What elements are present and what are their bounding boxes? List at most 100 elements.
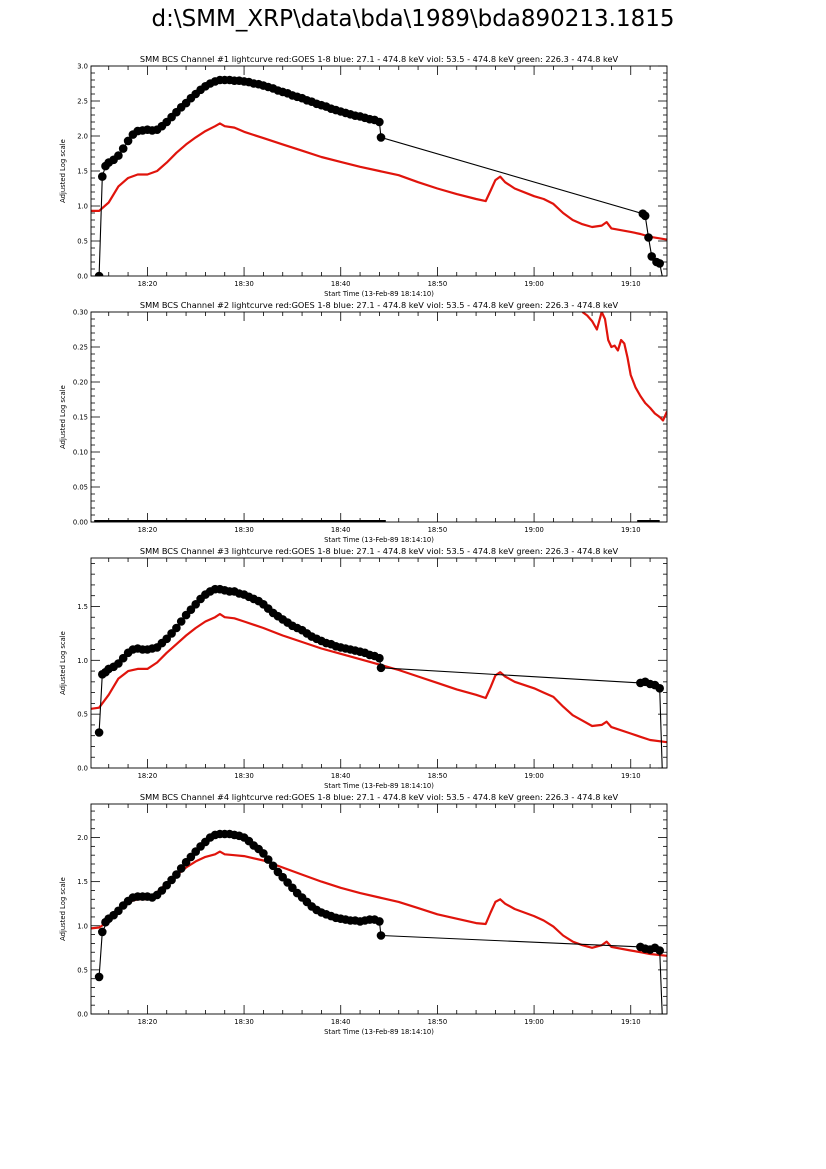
data-point <box>375 117 384 127</box>
x-tick-label: 18:30 <box>234 526 254 534</box>
y-axis-label: Adjusted Log scale <box>59 385 67 449</box>
data-point <box>176 864 186 873</box>
data-point <box>123 136 133 146</box>
x-tick-label: 18:40 <box>331 280 351 288</box>
plot-frame <box>90 803 668 1015</box>
data-point <box>268 861 278 871</box>
series-group <box>91 584 667 768</box>
data-point <box>655 684 664 693</box>
data-point <box>655 946 664 955</box>
y-tick-label: 0.0 <box>77 765 88 773</box>
chart-title: SMM BCS Channel #1 lightcurve red:GOES 1… <box>140 54 619 64</box>
y-tick-label: 0.25 <box>73 344 88 352</box>
data-point <box>118 144 128 153</box>
x-tick-label: 18:40 <box>331 526 351 534</box>
x-tick-label: 18:20 <box>138 280 158 288</box>
y-tick-label: 2.0 <box>77 133 88 141</box>
y-ticks <box>91 311 667 523</box>
data-point <box>98 927 107 937</box>
data-point <box>640 211 650 221</box>
x-tick-label: 19:00 <box>524 526 544 534</box>
x-tick-label: 19:10 <box>621 526 641 534</box>
page-title: d:\SMM_XRP\data\bda\1989\bda890213.1815 <box>151 6 675 32</box>
x-tick-label: 18:20 <box>138 526 158 534</box>
chart-panel-2: SMM BCS Channel #2 lightcurve red:GOES 1… <box>59 300 668 544</box>
x-ticks <box>108 558 651 768</box>
x-tick-label: 18:30 <box>234 772 254 780</box>
data-point <box>376 663 386 673</box>
x-tick-label: 19:10 <box>621 1018 641 1026</box>
x-axis-label: Start Time (13-Feb-89 18:14:10) <box>324 782 434 790</box>
goes-series-line <box>581 312 667 422</box>
y-tick-label: 1.0 <box>77 203 88 211</box>
data-point <box>172 870 181 879</box>
data-point <box>263 855 273 864</box>
x-ticks <box>108 312 651 522</box>
y-tick-label: 0.5 <box>77 711 88 719</box>
goes-series-line <box>91 612 667 744</box>
y-tick-label: 2.5 <box>77 98 88 106</box>
data-point <box>259 849 268 858</box>
x-axis-label: Start Time (13-Feb-89 18:14:10) <box>324 536 434 544</box>
data-point <box>375 917 384 926</box>
x-tick-label: 19:10 <box>621 772 641 780</box>
y-tick-label: 1.5 <box>77 168 88 176</box>
y-axis-label: Adjusted Log scale <box>59 631 67 695</box>
plot-frame <box>90 557 668 769</box>
y-tick-label: 1.0 <box>77 922 88 930</box>
data-point <box>376 133 386 142</box>
x-tick-label: 18:20 <box>138 1018 158 1026</box>
y-tick-label: 1.5 <box>77 603 88 611</box>
y-tick-label: 0.5 <box>77 238 88 246</box>
y-tick-label: 0.05 <box>73 484 88 492</box>
series-group <box>91 829 667 1014</box>
x-tick-label: 18:50 <box>428 772 448 780</box>
chart-panel-4: SMM BCS Channel #4 lightcurve red:GOES 1… <box>59 792 668 1036</box>
y-tick-label: 1.5 <box>77 878 88 886</box>
x-tick-label: 18:50 <box>428 1018 448 1026</box>
y-tick-label: 0.10 <box>73 449 88 457</box>
chart-title: SMM BCS Channel #2 lightcurve red:GOES 1… <box>140 300 619 310</box>
y-tick-label: 0.0 <box>77 1011 88 1019</box>
x-tick-label: 19:00 <box>524 772 544 780</box>
y-tick-label: 0.30 <box>73 309 88 317</box>
y-tick-label: 3.0 <box>77 63 88 71</box>
y-axis-label: Adjusted Log scale <box>59 139 67 203</box>
data-point <box>98 172 107 181</box>
data-point <box>647 252 656 261</box>
x-tick-label: 18:30 <box>234 1018 254 1026</box>
data-point <box>655 259 664 268</box>
y-tick-label: 0.20 <box>73 379 88 387</box>
x-axis-label: Start Time (13-Feb-89 18:14:10) <box>324 290 434 298</box>
y-tick-label: 1.0 <box>77 657 88 665</box>
x-ticks <box>108 66 651 276</box>
series-group <box>91 75 667 276</box>
data-point <box>94 728 104 737</box>
data-point <box>172 623 181 633</box>
x-tick-label: 19:00 <box>524 280 544 288</box>
series-group <box>94 312 667 522</box>
data-point <box>376 931 386 940</box>
data-point <box>644 233 653 242</box>
x-tick-label: 18:20 <box>138 772 158 780</box>
chart-title: SMM BCS Channel #4 lightcurve red:GOES 1… <box>140 792 619 802</box>
y-tick-label: 2.0 <box>77 834 88 842</box>
data-point <box>94 972 104 982</box>
y-ticks <box>91 810 667 1015</box>
x-ticks <box>108 804 651 1014</box>
x-tick-label: 18:50 <box>428 280 448 288</box>
x-tick-label: 19:00 <box>524 1018 544 1026</box>
data-point <box>94 271 104 276</box>
chart-panel-3: SMM BCS Channel #3 lightcurve red:GOES 1… <box>59 546 668 790</box>
y-tick-label: 0.15 <box>73 414 88 422</box>
data-point <box>176 617 186 626</box>
goes-series-line <box>91 122 667 241</box>
x-axis-label: Start Time (13-Feb-89 18:14:10) <box>324 1028 434 1036</box>
x-tick-label: 18:30 <box>234 280 254 288</box>
y-axis-label: Adjusted Log scale <box>59 877 67 941</box>
data-point <box>114 151 123 160</box>
chart-title: SMM BCS Channel #3 lightcurve red:GOES 1… <box>140 546 619 556</box>
y-tick-label: 0.5 <box>77 966 88 974</box>
plot-frame <box>90 311 668 523</box>
y-tick-label: 0.00 <box>73 519 88 527</box>
